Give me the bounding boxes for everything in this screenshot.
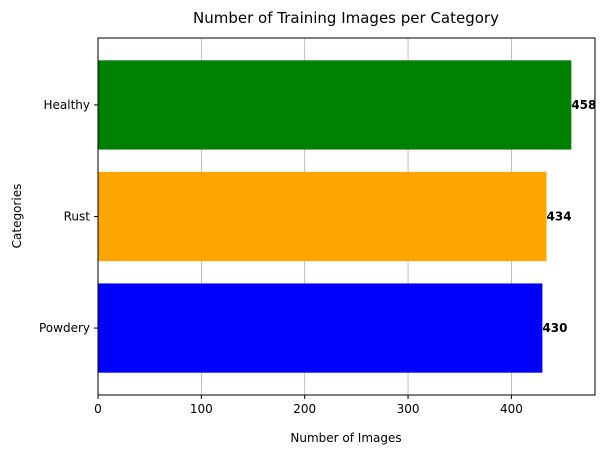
x-tick-label-100: 100 [190,402,213,416]
y-tick-label-powdery: Powdery [39,321,90,335]
value-label-rust: 434 [547,210,572,224]
bar-healthy [98,60,572,150]
value-label-healthy: 458 [571,98,596,112]
bar-rust [98,171,547,262]
bar-powdery [98,283,543,373]
x-tick-label-300: 300 [397,402,420,416]
x-tick-label-0: 0 [94,402,102,416]
chart-title: Number of Training Images per Category [193,9,499,27]
y-axis-ticks: Powdery Rust Healthy [39,98,98,335]
x-tick-label-400: 400 [500,402,523,416]
y-tick-label-rust: Rust [64,210,91,224]
x-axis-label: Number of Images [290,431,401,445]
x-tick-label-200: 200 [293,402,316,416]
bars [98,60,572,373]
y-tick-label-healthy: Healthy [43,98,90,112]
value-label-powdery: 430 [542,321,567,335]
x-axis-ticks: 0 100 200 300 400 [94,395,523,416]
y-axis-label: Categories [10,184,24,249]
data-labels: 430 434 458 [542,98,596,335]
